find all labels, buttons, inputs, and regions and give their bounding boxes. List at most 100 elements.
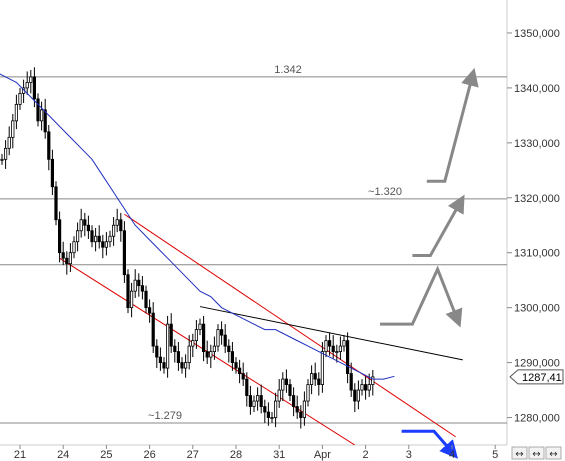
candle-body [353,389,357,402]
candle-body [173,345,177,353]
candle-body [122,230,126,276]
scroll-button-icon: ↔ [549,449,557,460]
candle-body [252,400,256,407]
candle-body [32,76,37,100]
candle-body [68,252,72,265]
candle-body [0,158,4,161]
x-tick-label: 26 [143,449,155,461]
navigation-buttons: ↔ ↔ ↔ [511,446,562,460]
candle-body [54,186,58,221]
scroll-button-icon: ↔ [515,449,523,460]
candle-body [76,230,80,243]
candle-body [335,351,339,354]
candle-body [29,76,33,83]
candle-body [72,241,76,254]
scenario-2 [412,194,465,257]
candle-body [151,312,155,347]
x-tick-label: 28 [230,449,242,461]
candle-body [216,329,220,347]
candle-body [284,378,289,385]
candle-body [119,219,123,232]
candles [0,67,375,429]
candle-body [140,285,144,292]
price-tag-box [509,369,564,385]
candle-body [86,224,90,232]
candle-body [349,373,353,391]
y-tick-label: 1300,000 [514,303,560,315]
candle-body [219,329,224,336]
scroll-button[interactable] [545,446,562,460]
y-tick-label: 1350,000 [514,28,560,40]
candle-body [299,411,303,418]
scroll-button[interactable] [511,446,528,460]
candle-body [112,224,116,237]
candle-body [291,395,296,407]
candle-body [18,92,22,105]
candle-body [212,345,216,353]
channel-upper [124,213,456,438]
candle-body [83,219,87,226]
candle-body [263,406,267,413]
candle-body [309,373,314,385]
candle-body [65,257,69,265]
candle-body [104,241,108,248]
moving-average [0,73,395,380]
candle-body [129,290,134,309]
candle-body [90,230,94,243]
scenario-3 [380,265,463,328]
candle-body [327,340,332,347]
candle-body [345,340,350,374]
candle-body [255,395,260,402]
candle-body [356,389,361,402]
candle-body [259,395,263,407]
candle-body [324,340,328,353]
candle-body [313,373,317,380]
y-tick-label: 1310,000 [514,248,560,260]
candle-body [237,367,242,374]
y-tick-label: 1290,000 [514,358,560,370]
candle-body [248,395,252,407]
candle-body [363,384,368,391]
scenario-1 [426,67,479,183]
candle-body [25,82,29,89]
x-tick-label: 4 [449,449,455,461]
y-tick-label: 1340,000 [514,83,560,95]
candle-body [201,323,206,353]
level-label: ~1.279 [148,410,182,422]
candle-body [50,158,55,188]
x-tick-label: 25 [100,449,112,461]
candle-body [227,345,231,353]
x-tick-label: 24 [57,449,69,461]
resistance-line [199,306,463,361]
candle-body [7,136,11,149]
candle-body [331,345,335,353]
candle-body [155,345,159,358]
candle-body [183,362,188,369]
candle-body [169,323,173,347]
candle-body [58,219,62,254]
x-tick-label: 21 [14,449,26,461]
candle-body [137,279,141,287]
candle-body [14,103,18,122]
scroll-button[interactable] [528,446,545,460]
y-tick-label: 1280,000 [514,413,560,425]
candle-body [47,131,51,160]
x-axis: 21 24 25 26 27 28 31 Apr 2 3 4 5 [14,445,498,461]
x-tick-label: Apr [314,449,331,461]
candle-body [234,362,238,369]
candle-body [270,417,274,419]
y-axis: 1280,000 1290,000 1300,000 1310,000 1320,000… [507,28,560,425]
scenario-arrows [380,67,479,459]
x-tick-label: 5 [492,449,498,461]
candle-body [40,109,44,122]
candle-body [165,323,170,369]
candle-body [115,219,119,226]
level-label: 1.342 [274,64,302,76]
y-tick-label: 1330,000 [514,138,560,150]
candle-body [342,340,346,347]
moving-average-line [0,73,395,380]
candle-body [101,241,105,248]
candle-body [288,384,292,396]
candle-body [133,279,137,292]
candle-body [144,290,148,309]
